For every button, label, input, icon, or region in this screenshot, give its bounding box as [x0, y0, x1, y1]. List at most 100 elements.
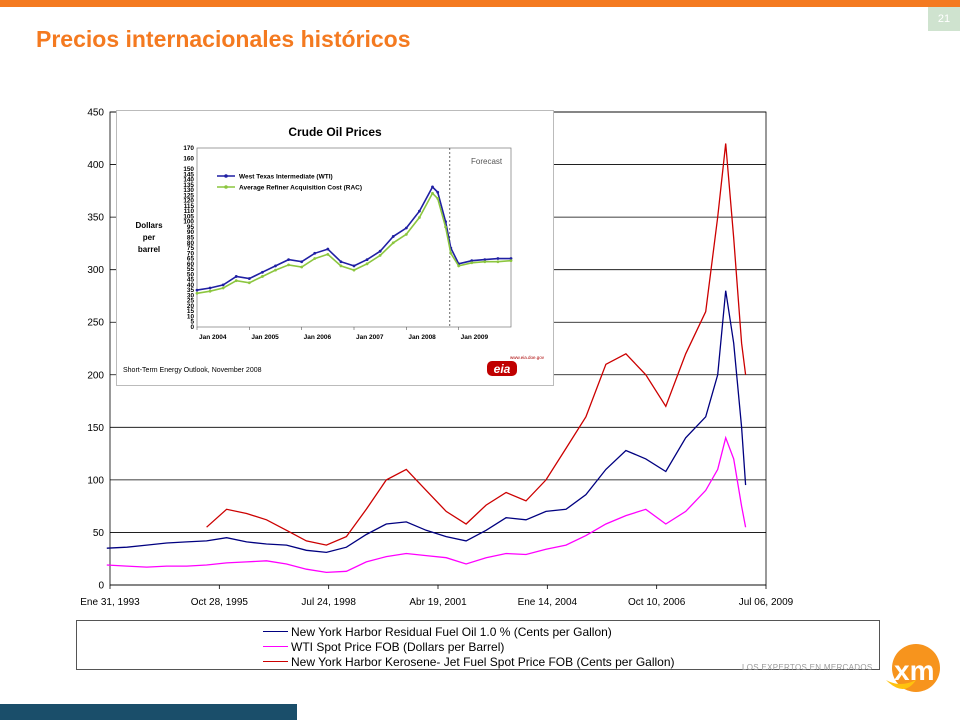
inset-y-tick-label: 15 — [187, 308, 195, 315]
eia-url: www.eia.doe.gov — [510, 355, 545, 360]
inset-y-label-line: per — [143, 233, 155, 242]
page-number: 21 — [928, 7, 960, 31]
x-tick-label: Oct 10, 2006 — [628, 597, 686, 608]
legend-label-kerosene: New York Harbor Kerosene- Jet Fuel Spot … — [291, 654, 675, 669]
inset-series-rac-point — [313, 257, 317, 260]
legend-swatch-residual — [263, 631, 288, 633]
inset-y-tick-label: 150 — [183, 166, 194, 173]
legend-label-residual: New York Harbor Residual Fuel Oil 1.0 % … — [291, 624, 612, 639]
inset-legend-wti-label: West Texas Intermediate (WTI) — [239, 174, 333, 181]
inset-y-axis-label: Dollars per barrel — [135, 221, 163, 254]
x-tick-label: Abr 19, 2001 — [409, 597, 467, 608]
inset-y-tick-label: 60 — [187, 261, 195, 268]
y-tick-label: 200 — [87, 370, 104, 381]
inset-series-rac-point — [470, 261, 474, 265]
inset-series-wti-point — [313, 251, 317, 255]
inset-series-wti-point — [483, 258, 487, 262]
inset-series-wti-point — [352, 264, 356, 268]
legend-swatch-kerosene — [263, 661, 288, 663]
main-series-group — [106, 143, 747, 574]
inset-y-tick-label: 10 — [187, 313, 195, 320]
inset-series-wti-point — [431, 185, 434, 189]
inset-y-tick-label: 20 — [187, 303, 195, 310]
inset-series-wti-point — [326, 247, 330, 251]
legend-label-wti: WTI Spot Price FOB (Dollars per Barrel) — [291, 639, 505, 654]
inset-legend-rac-label: Average Refiner Acquisition Cost (RAC) — [239, 185, 362, 192]
x-tick-label: Ene 31, 1993 — [80, 597, 140, 608]
inset-series-wti-point — [208, 286, 212, 290]
inset-series-wti-point — [195, 288, 199, 292]
inset-y-tick-label: 100 — [183, 219, 194, 226]
inset-series-rac-point — [449, 251, 453, 255]
inset-series-rac-point — [300, 265, 304, 269]
inset-y-tick-label: 170 — [183, 145, 194, 152]
y-tick-label: 400 — [87, 160, 104, 171]
x-tick-label: Jul 24, 1998 — [301, 597, 356, 608]
inset-series-wti-point — [234, 275, 238, 278]
inset-series-rac-point — [247, 281, 251, 285]
inset-y-tick-label: 120 — [183, 198, 194, 205]
inset-y-tick-label: 80 — [187, 240, 195, 247]
inset-y-tick-label: 115 — [184, 203, 195, 210]
inset-series-rac-point — [339, 264, 343, 268]
inset-y-tick-label: 30 — [187, 292, 195, 299]
legend-item-residual: New York Harbor Residual Fuel Oil 1.0 % … — [263, 624, 612, 639]
inset-series-wti-point — [287, 258, 290, 262]
xm-logo: xm — [886, 644, 940, 692]
inset-y-tick-label: 140 — [183, 177, 194, 184]
inset-series-wti-point — [300, 260, 304, 264]
y-tick-label: 150 — [87, 423, 104, 434]
xm-logo-text: xm — [894, 655, 934, 686]
inset-series-rac-point — [404, 232, 408, 236]
inset-series-rac-point — [287, 263, 290, 267]
inset-series-rac-point — [352, 268, 356, 272]
inset-source-note: Short-Term Energy Outlook, November 2008 — [123, 367, 262, 374]
inset-x-tick-label: Jan 2007 — [356, 334, 384, 341]
x-tick-label: Ene 14, 2004 — [518, 597, 578, 608]
inset-series-wti-point — [496, 257, 500, 260]
inset-y-tick-label: 110 — [184, 208, 195, 215]
inset-series-wti-point — [365, 258, 369, 262]
inset-y-tick-label: 40 — [187, 282, 195, 289]
inset-series-rac-point — [391, 241, 395, 245]
eia-logo-text: eia — [494, 362, 511, 376]
inset-y-tick-label: 45 — [187, 277, 195, 284]
x-tick-label: Oct 28, 1995 — [191, 597, 249, 608]
inset-series-rac-point — [326, 252, 330, 256]
inset-series-rac-point — [208, 289, 212, 293]
inset-series-wti-point — [404, 226, 408, 230]
inset-y-tick-label: 50 — [187, 271, 195, 278]
y-tick-label: 300 — [87, 265, 104, 276]
inset-series-wti-point — [418, 209, 421, 213]
inset-y-tick-label: 5 — [190, 319, 194, 326]
inset-x-tick-label: Jan 2006 — [304, 334, 332, 341]
x-tick-label: Jul 06, 2009 — [739, 597, 794, 608]
inset-y-tick-label: 125 — [183, 192, 194, 199]
inset-series-rac-point — [444, 225, 447, 229]
legend-swatch-wti — [263, 646, 288, 648]
inset-y-tick-label: 130 — [183, 187, 194, 194]
inset-y-tick-label: 35 — [187, 287, 195, 294]
y-tick-label: 100 — [87, 475, 104, 486]
inset-series-wti-point — [509, 257, 513, 260]
inset-plot-frame — [196, 147, 512, 328]
eia-logo: www.eia.doe.gov eia — [487, 355, 545, 376]
inset-series-rac-point — [274, 268, 277, 272]
inset-y-tick-label: 85 — [187, 235, 195, 242]
inset-series-wti-point — [436, 190, 440, 194]
inset-series-rac-point — [378, 254, 382, 257]
inset-y-tick-label: 95 — [187, 224, 195, 231]
inset-y-tick-label: 65 — [187, 256, 195, 263]
y-tick-label: 250 — [87, 318, 104, 329]
legend-item-kerosene: New York Harbor Kerosene- Jet Fuel Spot … — [263, 654, 675, 669]
inset-series-wti-point — [470, 259, 474, 263]
series-line-wti — [106, 435, 747, 574]
inset-line-chart: Crude Oil Prices 05101520253035404550556… — [123, 125, 545, 376]
y-tick-label: 0 — [98, 581, 104, 592]
inset-y-tick-label: 135 — [183, 182, 194, 189]
inset-series-rac-point — [365, 262, 369, 266]
inset-series-rac-point — [431, 191, 434, 195]
inset-chart-title: Crude Oil Prices — [288, 125, 382, 139]
inset-y-tick-label: 25 — [187, 298, 195, 305]
inset-series-wti-point — [378, 249, 382, 253]
